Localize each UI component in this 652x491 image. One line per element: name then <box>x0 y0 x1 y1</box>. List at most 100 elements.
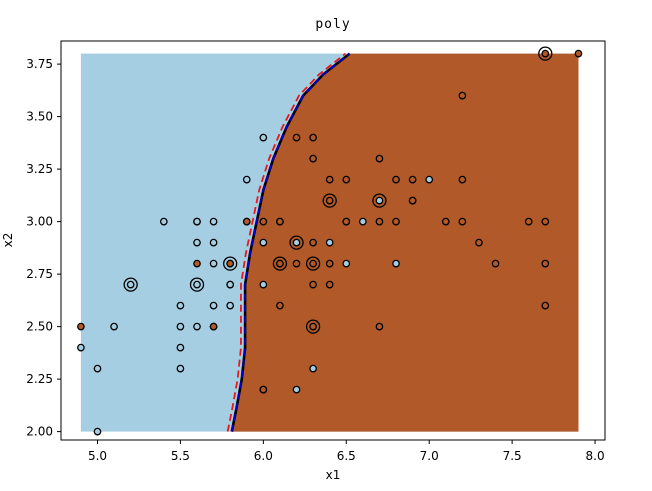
data-point-blue <box>176 301 185 310</box>
x-axis-ticks: 5.0 5.5 6.0 6.5 7.0 7.5 8.0 <box>88 440 605 463</box>
region-class-brown <box>231 53 579 432</box>
y-tick-label: 3.50 <box>26 110 53 124</box>
data-point-brown <box>475 238 483 247</box>
data-point-brown <box>77 322 85 331</box>
support-vectors <box>123 46 553 334</box>
x-tick-label: 7.0 <box>420 449 439 463</box>
data-point-brown <box>276 301 284 310</box>
x-tick-label: 5.5 <box>171 449 190 463</box>
data-point-brown <box>375 322 384 331</box>
plot-frame <box>60 40 606 441</box>
data-point-blue <box>242 175 251 184</box>
data-point-brown <box>458 91 467 100</box>
data-point-blue <box>209 217 218 226</box>
data-point-brown <box>541 259 550 268</box>
data-point-brown <box>242 217 251 226</box>
data-point-brown <box>309 259 317 268</box>
data-point-blue <box>226 301 235 310</box>
data-point-brown <box>541 49 550 58</box>
data-point-brown <box>209 322 218 331</box>
data-point-brown <box>408 175 417 184</box>
support-vector-ring <box>538 46 553 61</box>
data-point-blue <box>392 259 400 268</box>
data-point-blue <box>359 217 367 226</box>
data-point-brown <box>375 154 384 163</box>
y-tick-label: 3.00 <box>26 215 53 229</box>
data-point-blue <box>425 175 434 184</box>
data-point-brown <box>491 259 500 268</box>
data-point-brown <box>325 259 334 268</box>
data-point-blue <box>292 385 301 394</box>
data-point-brown <box>375 217 384 226</box>
support-vector-ring <box>189 277 205 292</box>
data-point-blue <box>209 259 218 268</box>
decision-boundaries <box>226 52 351 432</box>
data-point-brown <box>342 217 351 226</box>
data-point-brown <box>325 280 334 289</box>
data-point-blue <box>93 364 102 373</box>
y-axis-ticks: 2.00 2.25 2.50 2.75 3.00 3.25 3.50 3.75 <box>26 57 61 439</box>
data-point-brown <box>309 280 317 289</box>
data-point-blue <box>259 238 268 247</box>
data-point-blue <box>159 217 168 226</box>
data-point-brown <box>309 322 317 331</box>
data-point-brown <box>325 175 334 184</box>
data-point-blue <box>193 322 201 331</box>
watermark: CSDN @Chleto <box>529 464 640 482</box>
support-vector-ring <box>372 193 387 208</box>
data-point-brown <box>574 49 583 58</box>
data-point-brown <box>408 196 417 205</box>
data-point-brown <box>441 217 450 226</box>
y-tick-label: 2.25 <box>26 372 53 386</box>
x-axis-label: x1 <box>326 468 341 482</box>
data-point-brown <box>259 385 268 394</box>
data-point-blue <box>375 196 384 205</box>
data-point-brown <box>541 301 550 310</box>
data-point-blue <box>110 322 118 331</box>
x-tick-label: 5.0 <box>88 449 107 463</box>
data-point-brown <box>309 238 317 247</box>
data-point-blue <box>309 364 317 373</box>
boundary-red-dashed <box>226 52 346 432</box>
data-point-blue <box>93 427 102 436</box>
data-point-blue <box>193 217 201 226</box>
data-point-blue <box>292 238 301 247</box>
data-point-brown <box>541 217 550 226</box>
support-vector-ring <box>123 277 138 292</box>
chart-title: poly <box>315 17 350 32</box>
data-point-blue <box>226 280 235 289</box>
data-point-brown <box>392 217 400 226</box>
data-point-blue <box>259 280 268 289</box>
support-vector-ring <box>289 235 304 250</box>
data-point-blue <box>209 301 218 310</box>
x-tick-label: 6.0 <box>254 449 273 463</box>
data-point-blue <box>77 343 85 352</box>
y-tick-label: 3.75 <box>26 57 53 71</box>
x-tick-label: 8.0 <box>586 449 605 463</box>
data-point-blue <box>325 238 334 247</box>
data-point-brown <box>524 217 533 226</box>
data-point-brown <box>276 259 284 268</box>
y-tick-label: 2.00 <box>26 425 53 439</box>
data-point-brown <box>292 133 301 142</box>
support-vector-ring <box>305 319 321 334</box>
data-point-brown <box>259 217 268 226</box>
data-point-brown <box>392 175 400 184</box>
data-point-brown <box>325 196 334 205</box>
data-point-brown <box>309 154 317 163</box>
support-vector-ring <box>223 256 238 271</box>
y-tick-label: 3.25 <box>26 162 53 176</box>
data-point-brown <box>309 133 317 142</box>
data-point-brown <box>276 217 284 226</box>
data-point-blue <box>176 343 185 352</box>
data-point-brown <box>193 259 201 268</box>
data-point-brown <box>342 175 351 184</box>
data-point-blue <box>193 280 201 289</box>
y-tick-label: 2.50 <box>26 320 53 334</box>
data-point-blue <box>209 238 218 247</box>
data-point-brown <box>226 259 235 268</box>
x-tick-label: 6.5 <box>337 449 356 463</box>
data-point-blue <box>126 280 135 289</box>
support-vector-ring <box>322 193 337 208</box>
